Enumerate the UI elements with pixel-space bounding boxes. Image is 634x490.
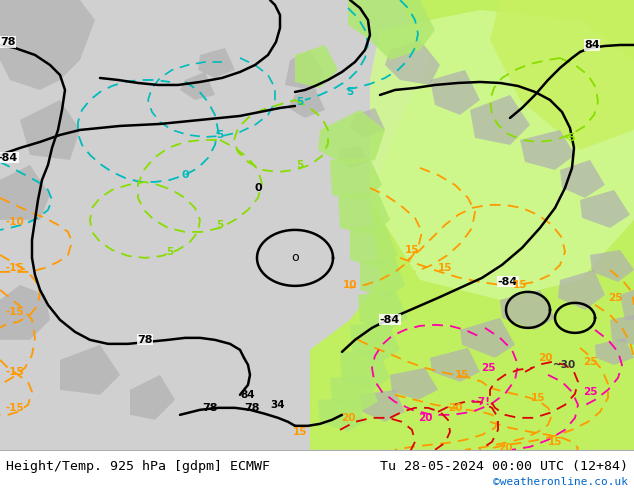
Text: -15: -15	[6, 307, 24, 317]
Text: 15: 15	[531, 393, 545, 403]
Text: ~30: ~30	[553, 360, 577, 370]
Polygon shape	[470, 95, 530, 145]
Polygon shape	[500, 290, 555, 330]
Polygon shape	[198, 48, 235, 78]
Text: 25: 25	[583, 387, 597, 397]
Polygon shape	[360, 258, 405, 298]
Polygon shape	[340, 350, 390, 390]
Text: 15: 15	[404, 245, 419, 255]
Polygon shape	[348, 0, 435, 60]
Text: 20: 20	[340, 413, 355, 423]
Polygon shape	[0, 0, 95, 90]
Text: 20: 20	[538, 353, 552, 363]
Text: 0: 0	[254, 183, 262, 193]
Text: ©weatheronline.co.uk: ©weatheronline.co.uk	[493, 477, 628, 487]
Text: 5: 5	[166, 247, 174, 257]
Text: -15: -15	[6, 403, 24, 413]
Text: -15: -15	[6, 367, 24, 377]
Text: 25: 25	[608, 293, 622, 303]
Text: 5: 5	[216, 220, 224, 230]
Text: 15: 15	[548, 437, 562, 447]
Text: -15: -15	[6, 263, 24, 273]
Polygon shape	[318, 398, 365, 432]
Polygon shape	[520, 130, 575, 170]
Polygon shape	[370, 10, 634, 300]
Polygon shape	[285, 50, 325, 90]
Polygon shape	[0, 165, 50, 220]
Polygon shape	[558, 270, 605, 310]
Text: 0: 0	[181, 170, 189, 180]
Polygon shape	[330, 376, 378, 412]
Polygon shape	[330, 158, 382, 200]
Polygon shape	[460, 318, 515, 358]
Polygon shape	[318, 110, 385, 165]
Polygon shape	[620, 290, 634, 320]
Text: 5: 5	[216, 130, 224, 140]
Text: o: o	[291, 251, 299, 265]
Text: 15: 15	[293, 427, 307, 437]
Polygon shape	[0, 285, 50, 340]
Text: 78: 78	[244, 403, 260, 413]
Text: 78: 78	[0, 37, 16, 47]
Text: 15: 15	[437, 263, 452, 273]
Text: 34: 34	[271, 400, 285, 410]
Polygon shape	[390, 368, 438, 400]
Text: 20: 20	[448, 403, 462, 413]
Polygon shape	[610, 315, 634, 345]
Text: 78: 78	[137, 335, 153, 345]
Polygon shape	[180, 72, 215, 100]
Text: 5: 5	[296, 97, 304, 107]
Text: -84: -84	[0, 153, 18, 163]
Polygon shape	[295, 45, 338, 88]
Text: 84: 84	[584, 40, 600, 50]
Polygon shape	[385, 40, 440, 85]
Text: 15: 15	[455, 370, 469, 380]
Text: 20: 20	[418, 413, 432, 423]
Polygon shape	[350, 108, 385, 138]
Polygon shape	[560, 160, 605, 198]
Text: 78: 78	[202, 403, 217, 413]
Text: -10: -10	[6, 217, 24, 227]
Text: -5: -5	[564, 133, 576, 143]
Text: Height/Temp. 925 hPa [gdpm] ECMWF: Height/Temp. 925 hPa [gdpm] ECMWF	[6, 460, 270, 473]
Text: 5: 5	[296, 160, 304, 170]
Polygon shape	[130, 375, 175, 420]
Polygon shape	[350, 225, 398, 268]
Text: 15: 15	[513, 280, 527, 290]
Text: Tu 28-05-2024 00:00 UTC (12+84): Tu 28-05-2024 00:00 UTC (12+84)	[380, 460, 628, 473]
Polygon shape	[338, 145, 368, 168]
Polygon shape	[360, 390, 405, 422]
Polygon shape	[590, 250, 634, 282]
Text: -84: -84	[498, 277, 518, 287]
Polygon shape	[20, 100, 80, 160]
Polygon shape	[310, 0, 634, 450]
Polygon shape	[358, 290, 408, 330]
Polygon shape	[288, 88, 325, 118]
Polygon shape	[430, 70, 480, 115]
Text: 25: 25	[481, 363, 495, 373]
Polygon shape	[595, 338, 634, 365]
Polygon shape	[350, 322, 400, 362]
Text: 5: 5	[346, 87, 354, 97]
Polygon shape	[60, 345, 120, 395]
Polygon shape	[490, 0, 634, 150]
Polygon shape	[430, 348, 480, 382]
Text: 25: 25	[583, 357, 597, 367]
Polygon shape	[338, 192, 390, 235]
Text: -84: -84	[380, 315, 400, 325]
Text: 10: 10	[343, 280, 357, 290]
Text: ~7!: ~7!	[470, 397, 491, 407]
Text: 20: 20	[498, 443, 512, 453]
Polygon shape	[580, 190, 630, 228]
Text: 84: 84	[241, 390, 256, 400]
